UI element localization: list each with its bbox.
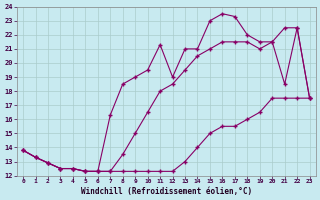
X-axis label: Windchill (Refroidissement éolien,°C): Windchill (Refroidissement éolien,°C): [81, 187, 252, 196]
